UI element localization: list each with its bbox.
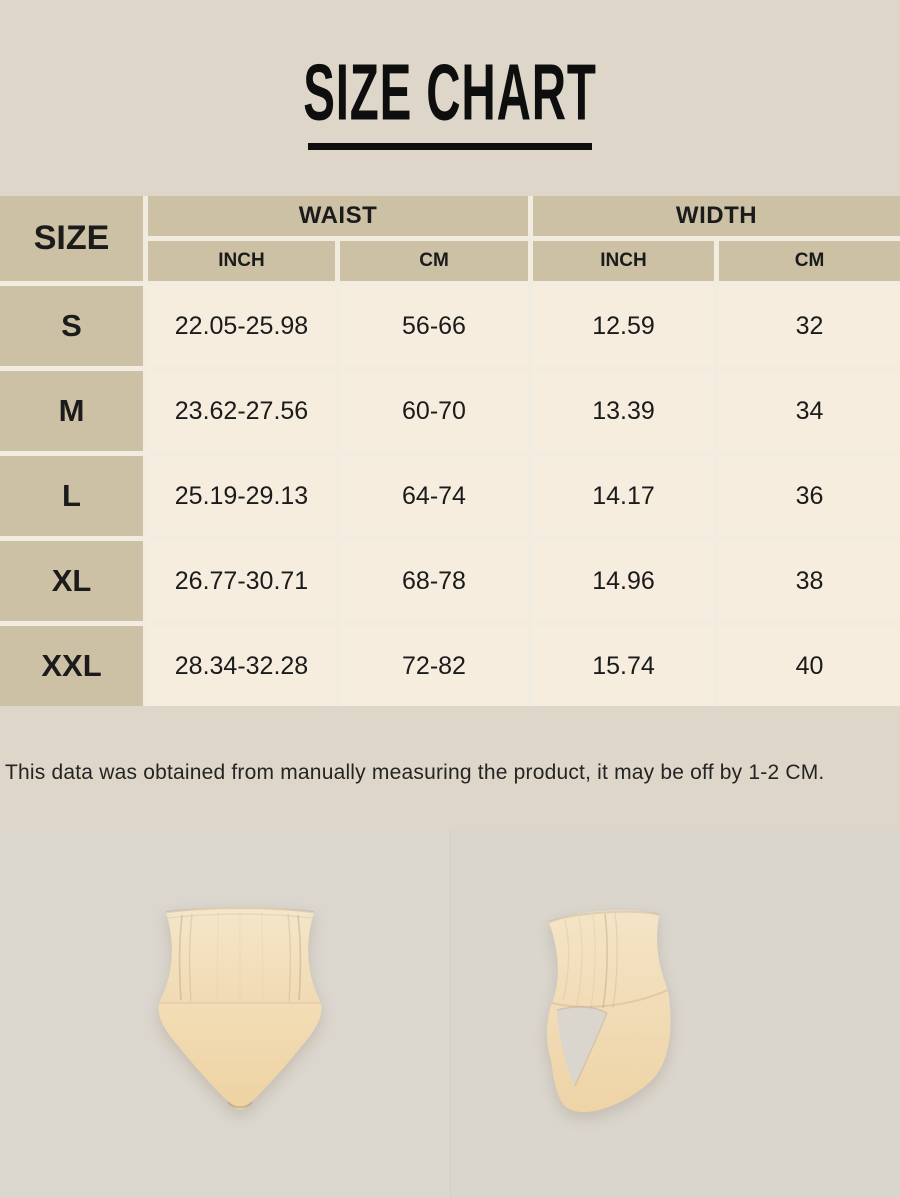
product-photo-side [450, 830, 900, 1198]
size-cell: L [0, 456, 143, 536]
value-cell: 64-74 [340, 456, 528, 536]
value-cell: 13.39 [533, 371, 714, 451]
page-title: SIZE CHART [303, 47, 597, 138]
column-group-waist: WAIST [148, 196, 528, 236]
size-chart-table: SIZE WAIST WIDTH INCH CM INCH CM S 22.05… [0, 196, 900, 706]
value-cell: 22.05-25.98 [148, 286, 335, 366]
size-cell: M [0, 371, 143, 451]
value-cell: 23.62-27.56 [148, 371, 335, 451]
size-cell: XXL [0, 626, 143, 706]
title-underline [308, 143, 592, 150]
value-cell: 26.77-30.71 [148, 541, 335, 621]
subheader-width-inch: INCH [533, 241, 714, 281]
note-section: This data was obtained from manually mea… [0, 706, 900, 830]
value-cell: 28.34-32.28 [148, 626, 335, 706]
value-cell: 56-66 [340, 286, 528, 366]
value-cell: 25.19-29.13 [148, 456, 335, 536]
size-cell: XL [0, 541, 143, 621]
column-group-width: WIDTH [533, 196, 900, 236]
value-cell: 38 [719, 541, 900, 621]
value-cell: 72-82 [340, 626, 528, 706]
value-cell: 14.17 [533, 456, 714, 536]
size-cell: S [0, 286, 143, 366]
subheader-waist-inch: INCH [148, 241, 335, 281]
corner-header-size: SIZE [0, 196, 143, 281]
shapewear-front-image [158, 907, 322, 1110]
value-cell: 32 [719, 286, 900, 366]
value-cell: 36 [719, 456, 900, 536]
measurement-note: This data was obtained from manually mea… [5, 761, 825, 784]
value-cell: 40 [719, 626, 900, 706]
value-cell: 14.96 [533, 541, 714, 621]
value-cell: 34 [719, 371, 900, 451]
product-photos-section [0, 830, 900, 1198]
value-cell: 12.59 [533, 286, 714, 366]
header-section: SIZE CHART [0, 0, 900, 196]
subheader-width-cm: CM [719, 241, 900, 281]
product-photo-front [0, 830, 450, 1198]
subheader-waist-cm: CM [340, 241, 528, 281]
value-cell: 68-78 [340, 541, 528, 621]
shapewear-side-image [546, 910, 671, 1112]
value-cell: 60-70 [340, 371, 528, 451]
value-cell: 15.74 [533, 626, 714, 706]
